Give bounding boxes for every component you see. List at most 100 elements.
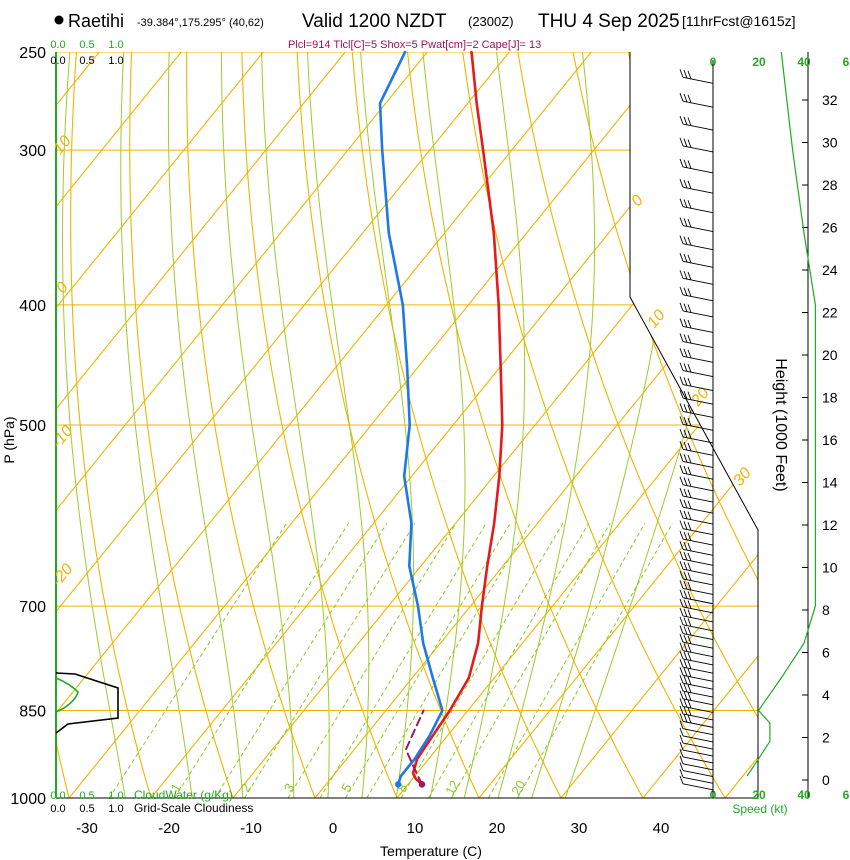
mixing-ratio-line bbox=[108, 522, 288, 798]
wind-barb bbox=[679, 217, 714, 232]
wind-barb-flag bbox=[679, 302, 684, 312]
wind-barb-flag bbox=[683, 651, 688, 660]
height-tick-label: 28 bbox=[822, 177, 838, 193]
wind-barb bbox=[679, 634, 714, 649]
wind-barb-flag bbox=[683, 334, 688, 343]
wind-barb-flag bbox=[683, 441, 688, 451]
wind-barb bbox=[679, 286, 714, 302]
wind-barb-flag bbox=[679, 217, 684, 226]
height-tick-label: 6 bbox=[822, 645, 830, 661]
wind-barb-staff bbox=[682, 783, 714, 791]
wind-barb-flag bbox=[679, 465, 684, 474]
wind-barb-flag bbox=[683, 319, 688, 328]
wind-barb-flag bbox=[679, 428, 684, 438]
height-tick-label: 22 bbox=[822, 305, 838, 321]
wind-barb-staff bbox=[682, 713, 714, 721]
wind-barb-flag bbox=[687, 404, 692, 414]
wind-barb-staff bbox=[682, 720, 714, 728]
wind-barb bbox=[679, 318, 714, 333]
wind-barb-flag bbox=[683, 599, 688, 608]
pressure-lines bbox=[56, 52, 758, 798]
wind-barb-flag bbox=[683, 348, 688, 358]
speed-bottom-tick: 20 bbox=[752, 788, 766, 802]
wind-barb bbox=[679, 453, 714, 468]
wind-barb-staff bbox=[682, 206, 714, 214]
wind-barb bbox=[679, 348, 714, 363]
wind-barb-flag bbox=[687, 609, 692, 618]
wind-barb-flag bbox=[679, 520, 684, 529]
wind-barb-flag bbox=[679, 650, 684, 660]
wind-barb-staff bbox=[682, 578, 714, 586]
wind-barb-flag bbox=[687, 377, 692, 387]
wind-barb bbox=[679, 498, 714, 514]
wind-barb-flag bbox=[679, 333, 684, 342]
parcel-surface-point bbox=[418, 781, 426, 788]
wind-barb-flag bbox=[683, 303, 688, 312]
wind-barb-staff bbox=[682, 597, 714, 605]
wind-barb-staff bbox=[682, 410, 714, 418]
wind-barb-staff bbox=[682, 770, 714, 778]
wind-barb-staff bbox=[682, 735, 714, 743]
moist-adiabat-line bbox=[457, 52, 526, 798]
wind-barb-flag bbox=[679, 769, 684, 778]
wind-barb-staff bbox=[682, 606, 714, 614]
y-axis-title: P (hPa) bbox=[1, 416, 17, 463]
cloud-panel: 0.00.00.50.51.01.00.00.00.50.51.01.0 bbox=[50, 39, 123, 815]
wind-barb bbox=[679, 762, 714, 778]
wind-barb-flag bbox=[679, 403, 684, 412]
wind-barb-flag bbox=[687, 581, 692, 591]
height-tick-label: 8 bbox=[822, 602, 830, 618]
wind-barb-flag bbox=[683, 416, 688, 426]
wind-barb-flag bbox=[683, 270, 688, 280]
temperature-tick-label: 40 bbox=[653, 820, 670, 837]
wind-barb-flag bbox=[679, 667, 684, 676]
isotherm-line bbox=[56, 52, 264, 798]
wind-barb-flag bbox=[683, 510, 688, 519]
wind-barb-flag bbox=[679, 642, 684, 651]
height-tick-label: 0 bbox=[822, 772, 830, 788]
wind-barb-flag bbox=[687, 707, 692, 716]
wind-barb-staff bbox=[682, 624, 714, 632]
dry-adiabat-line bbox=[56, 52, 77, 798]
wind-barb-flag bbox=[683, 499, 688, 509]
wind-barb-flag bbox=[679, 775, 684, 785]
wind-barb bbox=[679, 607, 714, 623]
temperature-tick-label: -30 bbox=[76, 820, 98, 837]
wind-barb-flag bbox=[683, 675, 688, 685]
wind-barb-flag bbox=[679, 570, 684, 580]
isotherm-label: 0 bbox=[628, 192, 647, 210]
wind-barb-staff bbox=[682, 517, 714, 525]
wind-barb-staff bbox=[682, 705, 714, 713]
wind-barb bbox=[679, 541, 714, 556]
wind-barb-flag bbox=[679, 607, 684, 617]
height-tick-label: 32 bbox=[822, 92, 838, 108]
wind-barb-flag bbox=[683, 561, 688, 571]
wind-barb-flag bbox=[679, 634, 684, 643]
wind-barb-flag bbox=[679, 270, 684, 279]
wind-barb-flag bbox=[683, 404, 688, 413]
height-tick-label: 16 bbox=[822, 432, 838, 448]
moist-adiabat-line bbox=[555, 52, 758, 798]
wind-barb-staff bbox=[682, 123, 714, 131]
speed-axis-title: Speed (kt) bbox=[732, 802, 787, 816]
wind-barb-flag bbox=[687, 627, 692, 636]
pressure-tick-label: 400 bbox=[19, 298, 46, 315]
wind-barb bbox=[679, 616, 714, 632]
wind-barb-flag bbox=[687, 635, 692, 644]
isotherm-line bbox=[56, 52, 182, 798]
dry-adiabat-lines bbox=[56, 52, 758, 798]
wind-barb-flag bbox=[679, 762, 684, 771]
wind-barb-flag bbox=[679, 198, 684, 207]
wind-barb-flag bbox=[679, 362, 684, 371]
wind-barb-flag bbox=[683, 541, 688, 551]
station-dot-icon bbox=[54, 15, 64, 25]
moist-adiabat-line bbox=[522, 52, 678, 798]
wind-barb bbox=[679, 403, 714, 418]
wind-barb-flag bbox=[679, 625, 684, 634]
wind-barb-staff bbox=[682, 384, 714, 391]
wind-barb-flag bbox=[683, 236, 688, 245]
height-axis: 0246810121416182022242628303200202040406… bbox=[710, 51, 850, 802]
wind-barb-staff bbox=[682, 495, 714, 503]
cloudwater-profile bbox=[55, 677, 79, 713]
x-axis-title: Temperature (C) bbox=[380, 843, 482, 859]
